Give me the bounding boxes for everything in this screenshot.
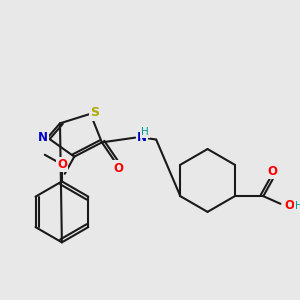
Text: O: O [113, 162, 123, 175]
Text: S: S [90, 106, 99, 119]
Text: N: N [137, 131, 147, 144]
Text: H: H [141, 127, 148, 137]
Text: O: O [268, 165, 278, 178]
Text: N: N [38, 131, 48, 144]
Text: O: O [57, 158, 67, 171]
Text: H: H [295, 201, 300, 211]
Text: O: O [284, 199, 294, 212]
